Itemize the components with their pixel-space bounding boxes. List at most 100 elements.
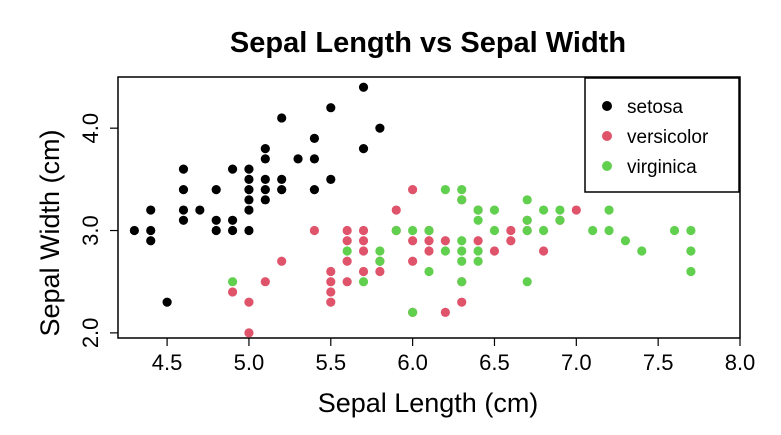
data-point-versicolor bbox=[342, 225, 352, 236]
data-point-setosa bbox=[146, 205, 156, 215]
data-point-versicolor bbox=[227, 287, 238, 297]
data-point-virginica bbox=[408, 225, 418, 236]
x-tick-label: 7.0 bbox=[561, 350, 592, 375]
data-point-virginica bbox=[538, 225, 549, 236]
plot-frame bbox=[117, 76, 741, 339]
data-point-virginica bbox=[538, 205, 549, 215]
data-point-setosa bbox=[309, 184, 320, 195]
data-point-virginica bbox=[686, 246, 696, 256]
data-point-setosa bbox=[244, 174, 254, 184]
series-versicolor bbox=[227, 184, 581, 338]
data-point-setosa bbox=[244, 195, 254, 205]
data-point-versicolor bbox=[473, 236, 483, 246]
data-point-setosa bbox=[260, 154, 270, 164]
data-point-setosa bbox=[260, 144, 270, 154]
series-setosa bbox=[129, 82, 385, 307]
data-point-setosa bbox=[244, 184, 254, 195]
data-point-virginica bbox=[457, 277, 467, 287]
data-point-virginica bbox=[686, 266, 696, 277]
data-point-virginica bbox=[391, 225, 401, 236]
data-point-virginica bbox=[522, 277, 532, 287]
data-point-versicolor bbox=[424, 246, 434, 256]
data-point-versicolor bbox=[408, 184, 418, 195]
y-tick-label: 4.0 bbox=[78, 113, 103, 144]
data-point-setosa bbox=[277, 113, 287, 123]
data-point-versicolor bbox=[424, 236, 434, 246]
data-point-setosa bbox=[178, 184, 189, 195]
data-point-virginica bbox=[604, 205, 614, 215]
data-point-setosa bbox=[244, 164, 254, 174]
data-point-virginica bbox=[473, 256, 483, 266]
data-point-versicolor bbox=[375, 266, 385, 277]
data-point-versicolor bbox=[358, 225, 369, 236]
data-points bbox=[129, 82, 696, 338]
data-point-setosa bbox=[129, 225, 139, 236]
data-point-setosa bbox=[178, 164, 189, 174]
x-tick-label: 6.5 bbox=[479, 350, 510, 375]
data-point-virginica bbox=[473, 215, 483, 225]
data-point-virginica bbox=[375, 246, 385, 256]
data-point-virginica bbox=[473, 246, 483, 256]
legend-marker-virginica bbox=[602, 161, 612, 171]
data-point-setosa bbox=[227, 225, 238, 236]
data-point-versicolor bbox=[506, 236, 516, 246]
data-point-versicolor bbox=[277, 256, 287, 266]
y-axis-title: Sepal Width (cm) bbox=[35, 129, 65, 336]
data-point-versicolor bbox=[244, 328, 254, 338]
data-point-virginica bbox=[375, 256, 385, 266]
data-point-setosa bbox=[244, 205, 254, 215]
data-point-setosa bbox=[326, 103, 336, 113]
data-point-versicolor bbox=[358, 246, 369, 256]
data-point-versicolor bbox=[457, 297, 467, 307]
data-point-setosa bbox=[227, 164, 238, 174]
data-point-versicolor bbox=[358, 266, 369, 277]
data-point-versicolor bbox=[342, 277, 352, 287]
data-point-versicolor bbox=[260, 277, 270, 287]
data-point-virginica bbox=[440, 246, 450, 256]
x-axis: 4.5 5.0 5.5 6.0 6.5 7.0 7.5 8.0 bbox=[152, 338, 755, 375]
y-tick-label: 3.0 bbox=[78, 215, 103, 246]
data-point-virginica bbox=[522, 225, 532, 236]
legend: setosa versicolor virginica bbox=[584, 77, 740, 193]
data-point-setosa bbox=[195, 205, 205, 215]
data-point-setosa bbox=[260, 174, 270, 184]
data-point-setosa bbox=[375, 123, 385, 133]
data-point-setosa bbox=[211, 215, 221, 225]
data-point-versicolor bbox=[571, 205, 581, 215]
data-point-versicolor bbox=[342, 256, 352, 266]
x-tick-label: 5.5 bbox=[315, 350, 346, 375]
data-point-versicolor bbox=[326, 297, 336, 307]
data-point-versicolor bbox=[408, 236, 418, 246]
data-point-versicolor bbox=[506, 225, 516, 236]
data-point-virginica bbox=[686, 225, 696, 236]
legend-marker-setosa bbox=[602, 101, 612, 111]
data-point-virginica bbox=[408, 307, 418, 318]
data-point-virginica bbox=[489, 205, 500, 215]
data-point-setosa bbox=[178, 215, 189, 225]
x-tick-label: 8.0 bbox=[725, 350, 756, 375]
data-point-setosa bbox=[293, 154, 303, 164]
x-axis-title: Sepal Length (cm) bbox=[318, 388, 539, 418]
data-point-setosa bbox=[358, 144, 369, 154]
data-point-virginica bbox=[358, 277, 369, 287]
legend-marker-versicolor bbox=[602, 131, 612, 141]
data-point-setosa bbox=[309, 154, 320, 164]
data-point-virginica bbox=[457, 246, 467, 256]
data-point-virginica bbox=[473, 205, 483, 215]
data-point-setosa bbox=[309, 133, 320, 144]
data-point-setosa bbox=[244, 225, 254, 236]
data-point-versicolor bbox=[358, 236, 369, 246]
data-point-virginica bbox=[440, 184, 450, 195]
data-point-virginica bbox=[457, 195, 467, 205]
data-point-versicolor bbox=[440, 236, 450, 246]
legend-label-virginica: virginica bbox=[627, 157, 697, 178]
data-point-setosa bbox=[260, 195, 270, 205]
data-point-versicolor bbox=[408, 256, 418, 266]
data-point-setosa bbox=[211, 225, 221, 236]
data-point-versicolor bbox=[326, 277, 336, 287]
data-point-setosa bbox=[146, 225, 156, 236]
chart-title: Sepal Length vs Sepal Width bbox=[230, 27, 626, 59]
data-point-versicolor bbox=[391, 205, 401, 215]
x-tick-label: 6.0 bbox=[397, 350, 428, 375]
